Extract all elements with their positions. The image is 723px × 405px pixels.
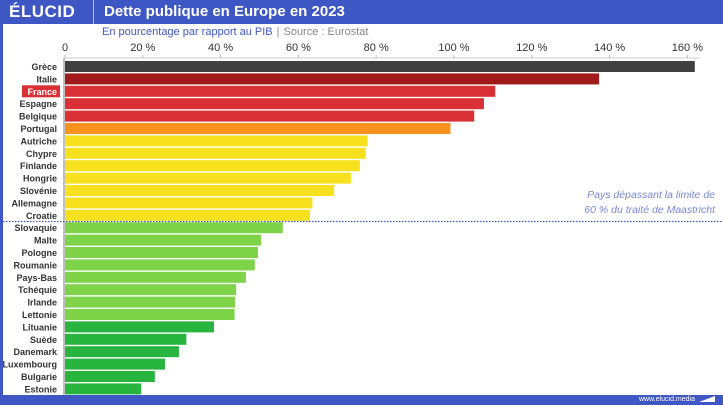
bar-grce (65, 61, 695, 72)
category-label: Roumanie (13, 260, 57, 270)
chart-title: Dette publique en Europe en 2023 (104, 3, 345, 20)
highlight-label-bg (22, 85, 60, 98)
bar-portugal (65, 123, 451, 134)
category-label: Finlande (20, 161, 57, 171)
category-label: Suède (30, 335, 57, 345)
category-label: Croatie (26, 211, 57, 221)
bar-chypre (65, 147, 366, 159)
category-label: Lettonie (22, 310, 57, 320)
bar-tchquie (65, 284, 237, 296)
category-label: Italie (36, 74, 57, 84)
x-tick-label: 60 % (286, 42, 311, 54)
header-bar: ÉLUCID Dette publique en Europe en 2023 (0, 0, 723, 24)
source-text: Source : Eurostat (283, 26, 369, 38)
threshold-note-line1: Pays dépassant la limite de (587, 189, 715, 201)
bar-lettonie (65, 309, 235, 320)
footer-url[interactable]: www.elucid.media (638, 396, 695, 403)
threshold-note: Pays dépassant la limite de 60 % du trai… (584, 188, 715, 218)
chart-subtitle: En pourcentage par rapport au PIB | Source… (102, 26, 368, 38)
x-tick-label: 80 % (364, 42, 389, 54)
x-tick-label: 100 % (438, 42, 469, 54)
category-label: Irlande (27, 298, 57, 308)
category-label: Chypre (26, 149, 57, 159)
category-label: Portugal (20, 124, 57, 134)
category-label: Slovénie (20, 186, 57, 196)
category-label: Pays-Bas (16, 273, 57, 283)
category-label: Hongrie (23, 174, 57, 184)
category-label: Luxembourg (2, 360, 57, 370)
bar-slovaquie (65, 222, 283, 234)
category-label: Allemagne (11, 198, 57, 208)
bar-roumanie (65, 259, 255, 271)
bar-slovnie (65, 185, 335, 196)
bar-malte (65, 234, 262, 246)
elucid-logo: ÉLUCID (9, 2, 76, 21)
category-label: Grèce (31, 62, 57, 72)
category-label: Bulgarie (21, 372, 57, 382)
bar-danemark (65, 346, 179, 358)
category-label: Espagne (19, 99, 57, 109)
bar-france (65, 85, 496, 97)
category-label: Autriche (20, 136, 57, 146)
category-label: Malte (34, 236, 57, 246)
subtitle-separator: | (276, 26, 280, 38)
category-label: Tchéquie (18, 285, 57, 295)
category-label: Estonie (24, 384, 57, 394)
x-tick-label: 20 % (130, 42, 155, 54)
footer-bar (0, 395, 723, 405)
bar-bulgarie (65, 371, 155, 382)
bar-finlande (65, 160, 360, 172)
elucid-mark-icon (699, 396, 715, 402)
category-label: Slovaquie (14, 223, 57, 233)
bar-allemagne (65, 197, 313, 209)
bar-paysbas (65, 271, 246, 283)
category-label: France (27, 87, 57, 97)
header-divider (93, 0, 94, 24)
bar-espagne (65, 98, 484, 110)
x-tick-label: 160 % (672, 42, 703, 54)
bar-hongrie (65, 172, 351, 184)
x-tick-label: 140 % (594, 42, 625, 54)
bar-sude (65, 333, 187, 345)
bar-croatie (65, 209, 311, 221)
x-tick-label: 0 (62, 42, 68, 54)
category-label: Belgique (19, 112, 57, 122)
bar-estonie (65, 383, 142, 395)
bar-luxembourg (65, 358, 165, 370)
category-label: Danemark (13, 347, 58, 357)
bar-pologne (65, 247, 258, 258)
threshold-note-line2: 60 % du traité de Maastricht (584, 204, 715, 216)
bar-belgique (65, 110, 475, 122)
x-tick-label: 120 % (516, 42, 547, 54)
category-label: Lituanie (22, 322, 57, 332)
bar-italie (65, 73, 600, 85)
bar-irlande (65, 296, 235, 308)
bar-lituanie (65, 321, 214, 333)
subtitle-text: En pourcentage par rapport au PIB (102, 26, 273, 38)
category-label: Pologne (22, 248, 58, 258)
x-tick-label: 40 % (208, 42, 233, 54)
bar-autriche (65, 135, 368, 147)
